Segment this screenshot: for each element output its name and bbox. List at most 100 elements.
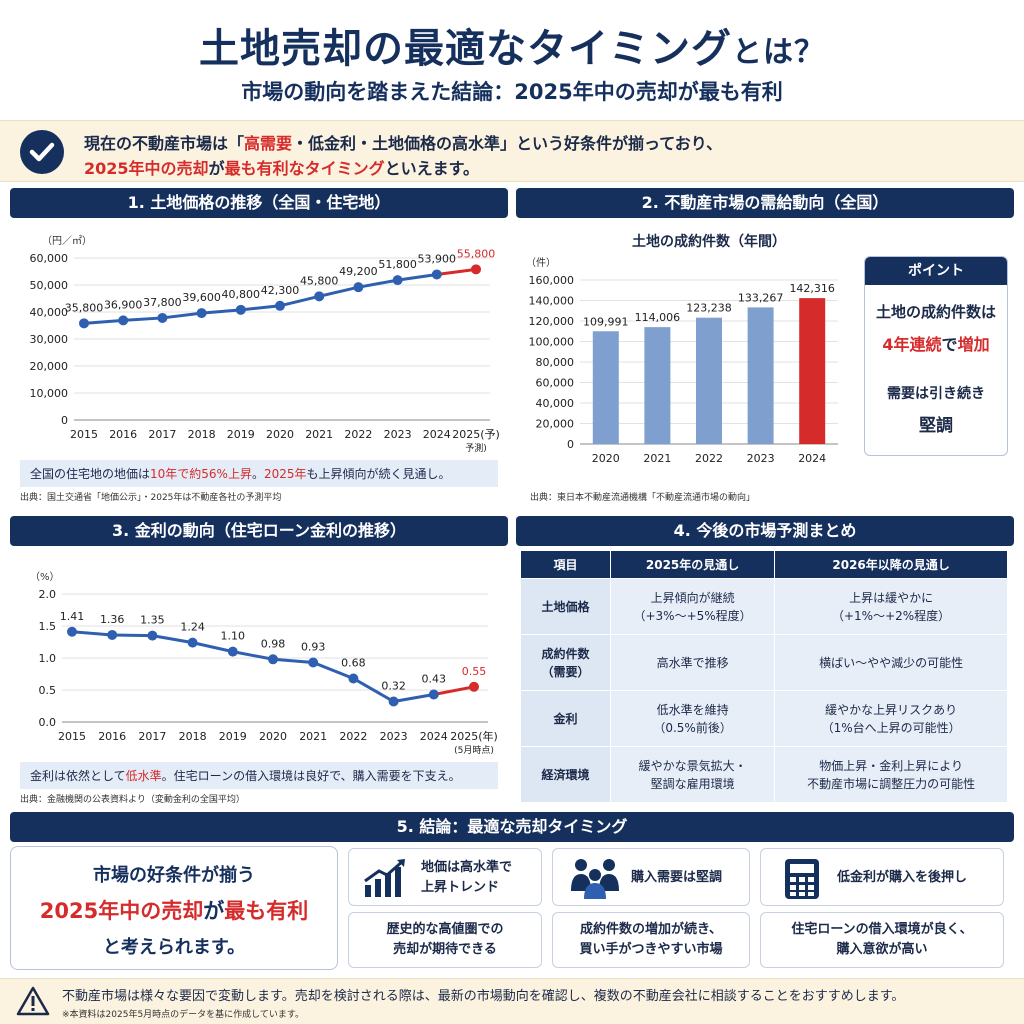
point-highlight: 4年連続 [882, 335, 942, 354]
data-point [118, 315, 129, 326]
banner-text: 現在の不動産市場は「 [84, 134, 245, 153]
x-tick-label: 2019 [219, 730, 247, 743]
table-row: 金利 低水準を維持 （0.5%前後） 緩やかな上昇リスクあり （1%台へ上昇の可能性… [520, 690, 1008, 747]
panel-2-heading: 2. 不動産市場の需給動向（全国） [516, 188, 1014, 218]
data-label: 1.35 [140, 614, 165, 627]
data-label: 40,800 [222, 288, 261, 301]
point-line-2: 4年連続で増加 [865, 331, 1007, 355]
y-tick-label: 20,000 [30, 360, 69, 373]
note-text: 。 [251, 467, 264, 481]
y-tick-label: 30,000 [30, 333, 69, 346]
people-icon [571, 859, 619, 899]
cell-line: 成約件数 [541, 646, 590, 661]
y-tick-label: 40,000 [536, 397, 575, 410]
x-tick-label: 2019 [227, 428, 255, 441]
warning-icon [16, 986, 50, 1016]
data-label: 133,267 [738, 291, 784, 304]
cell-line: 緩やかな上昇リスクあり [825, 702, 958, 717]
x-tick-label: 2020 [592, 452, 620, 465]
data-label: 0.55 [462, 665, 487, 678]
summary-banner: 現在の不動産市場は「高需要・低金利・土地価格の高水準」という好条件が揃っており、… [0, 120, 1024, 182]
cell-line: 物価上昇・金利上昇により [819, 758, 963, 773]
data-point [79, 318, 89, 329]
footer: 不動産市場は様々な要因で変動します。売却を検討される際は、最新の市場動向を確認し… [0, 978, 1024, 1024]
card-interest-desc: 住宅ローンの借入環境が良く、 購入意欲が高い [760, 912, 1004, 968]
table-cell-item: 成約件数 （需要） [520, 634, 611, 691]
table-cell-2026: 物価上昇・金利上昇により 不動産市場に調整圧力の可能性 [774, 746, 1008, 803]
data-label: 1.36 [100, 613, 125, 626]
x-tick-label: 2024 [423, 428, 451, 441]
data-label: 0.98 [261, 637, 286, 650]
y-tick-label: 120,000 [529, 315, 575, 328]
data-label: 0.32 [381, 680, 406, 693]
data-point [314, 291, 325, 302]
y-tick-label: 0.5 [39, 684, 57, 697]
x-tick-label: 2021 [305, 428, 333, 441]
table-cell-2025: 緩やかな景気拡大・ 堅調な雇用環境 [609, 746, 776, 803]
y-tick-label: 160,000 [529, 274, 575, 287]
data-label: 0.93 [301, 640, 326, 653]
table-row: 土地価格 上昇傾向が継続 （+3%〜+5%程度） 上昇は緩やかに （+1%〜+2%程… [520, 578, 1008, 635]
panel-1-note: 全国の住宅地の地価は10年で約56%上昇。2025年も上昇傾向が続く見通し。 [20, 460, 498, 487]
point-line-4: 堅調 [919, 416, 953, 436]
data-label: 39,600 [182, 291, 221, 304]
data-label: 42,300 [261, 284, 300, 297]
point-box: ポイント 土地の成約件数は 4年連続で増加 需要は引き続き 堅調 [864, 256, 1008, 456]
x-tick-label: 2022 [695, 452, 723, 465]
x-tick-label: 2018 [188, 428, 216, 441]
point-text: で [941, 335, 958, 354]
data-label: 123,238 [686, 302, 732, 315]
x-tick-label: 2024 [798, 452, 826, 465]
banner-highlight: 最も有利なタイミング [224, 159, 385, 178]
note-text: も上昇傾向が続く見通し。 [306, 467, 451, 481]
header: 土地売却の最適なタイミングとは？ 市場の動向を踏まえた結論：2025年中の売却が… [0, 0, 1024, 118]
note-text: 。住宅ローンの借入環境は良好で、購入需要を下支え。 [161, 769, 461, 783]
bar [592, 331, 619, 444]
card-desc-line: 成約件数の増加が続き、 [579, 922, 723, 937]
card-interest: 低金利が購入を後押し [760, 848, 1004, 906]
y-tick-label: 50,000 [30, 279, 69, 292]
cell-line: 低水準を維持 [656, 702, 729, 717]
data-label: 37,800 [143, 296, 182, 309]
chart-title: 土地の成約件数（年間） [632, 233, 786, 250]
forecast-table: 項目 2025年の見通し 2026年以降の見通し 土地価格 上昇傾向が継続 （+3… [520, 550, 1008, 803]
panel-5-heading: 5. 結論：最適な売却タイミング [10, 812, 1014, 842]
cell-line: 上昇傾向が継続 [650, 590, 735, 605]
title-main: 土地売却の最適なタイミング [199, 26, 732, 72]
data-point [428, 689, 439, 700]
data-label: 53,900 [418, 252, 457, 265]
cell-line: （+1%〜+2%程度） [831, 608, 951, 623]
table-cell-2025: 高水準で推移 [609, 634, 776, 691]
calculator-icon [785, 859, 819, 899]
data-label: 55,800 [457, 247, 496, 260]
point-line-1: 土地の成約件数は [875, 303, 996, 321]
x-tick-label: 2021 [299, 730, 327, 743]
point-title: ポイント [865, 257, 1007, 285]
x-tick-label: 2015 [70, 428, 98, 441]
y-tick-label: 1.0 [39, 652, 57, 665]
banner-text: といえます。 [384, 159, 479, 178]
conclusion-highlight: 最も有利 [224, 899, 309, 923]
y-tick-label: 60,000 [30, 252, 69, 265]
conclusion-line-1: 市場の好条件が揃う [93, 865, 255, 886]
data-point [392, 275, 403, 286]
x-tick-label: 2022 [344, 428, 372, 441]
card-demand: 購入需要は堅調 [552, 848, 750, 906]
table-cell-item: 金利 [520, 690, 611, 747]
y-tick-label: 20,000 [536, 418, 575, 431]
data-point [268, 654, 278, 665]
panel-3-note: 金利は依然として低水準。住宅ローンの借入環境は良好で、購入需要を下支え。 [20, 762, 498, 789]
data-point [147, 630, 158, 641]
x-tick-label: 2020 [259, 730, 287, 743]
data-point [157, 312, 168, 323]
card-title: 購入需要は堅調 [631, 870, 723, 885]
data-point [469, 681, 479, 692]
y-tick-label: 40,000 [30, 306, 69, 319]
series-line [83, 272, 438, 325]
data-point [348, 673, 359, 684]
card-title: 低金利が購入を後押し [837, 870, 968, 885]
x-tick-label: 2017 [148, 428, 176, 441]
banner-text: ・低金利・土地価格の高水準」という好条件が揃っており、 [292, 134, 723, 153]
data-point [187, 637, 198, 648]
panel-2-source: 出典：東日本不動産流通機構「不動産流通市場の動向」 [530, 493, 756, 503]
